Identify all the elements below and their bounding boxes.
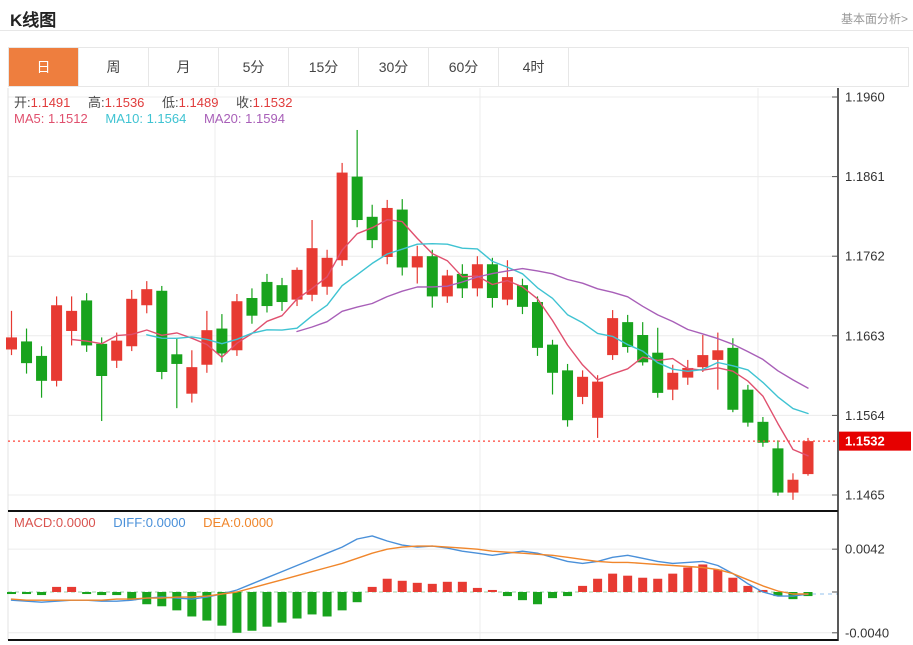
low-label: 低: (162, 95, 179, 110)
page-title: K线图 (10, 11, 57, 30)
close-label: 收: (236, 95, 253, 110)
macd-value: 0.0000 (55, 515, 96, 530)
dea-line (10, 545, 809, 601)
period-tabbar: 日周月 5分 15分 30分 60分 4时 (8, 47, 909, 87)
ma5-value: 1.1512 (47, 111, 88, 126)
open-label: 开: (14, 95, 31, 110)
tab-period-1[interactable]: 周 (79, 48, 149, 86)
svg-text:1.1960: 1.1960 (845, 90, 885, 105)
diff-label: DIFF: (113, 515, 146, 530)
svg-text:1.1663: 1.1663 (845, 328, 885, 343)
price-axis: 1.1960 1.1861 1.1762 1.1663 1.1564 1.1465 (832, 90, 885, 503)
tab-period-3[interactable]: 5分 (219, 48, 289, 86)
last-price-badge: 1.1532 (839, 431, 911, 451)
svg-text:1.1465: 1.1465 (845, 488, 885, 503)
macd-label: MACD: (14, 515, 56, 530)
open-value: 1.1491 (30, 95, 71, 110)
fundamental-analysis-link[interactable]: 基本面分析> (840, 12, 908, 26)
tab-period-6[interactable]: 60分 (429, 48, 499, 86)
ma10-label: MA10: (105, 111, 143, 126)
tab-period-4[interactable]: 15分 (289, 48, 359, 86)
svg-text:1.1762: 1.1762 (845, 249, 885, 264)
ma-line-ma5 (70, 218, 809, 457)
tab-period-0[interactable]: 日 (9, 48, 79, 86)
macd-histogram (7, 564, 813, 633)
ma20-label: MA20: (203, 111, 242, 126)
grid-lines (7, 88, 838, 640)
tab-period-5[interactable]: 30分 (359, 48, 429, 86)
ma10-value: 1.1564 (146, 111, 187, 126)
macd-axis: 0.0042 -0.0040 (832, 542, 889, 640)
ma20-value: 1.1594 (245, 111, 285, 126)
dea-label: DEA: (203, 515, 234, 530)
svg-text:0.0042: 0.0042 (845, 542, 885, 557)
header-divider (0, 30, 913, 31)
tab-period-7[interactable]: 4时 (499, 48, 569, 86)
tab-period-2[interactable]: 月 (149, 48, 219, 86)
ma5-label: MA5: (14, 111, 45, 126)
svg-text:1.1861: 1.1861 (845, 169, 885, 184)
ohlc-info-bar: 开:1.1491 高:1.1536 低:1.1489 收:1.1532 (14, 92, 292, 111)
dea-value: 0.0000 (233, 515, 274, 530)
close-value: 1.1532 (252, 95, 293, 110)
ma-line-ma10 (146, 242, 809, 415)
high-label: 高: (88, 95, 105, 110)
high-value: 1.1536 (104, 95, 145, 110)
candles (6, 129, 814, 500)
macd-info-bar: MACD:0.0000 DIFF:0.0000 DEA:0.0000 (14, 515, 273, 530)
svg-text:1.1564: 1.1564 (845, 408, 885, 423)
svg-text:1.1532: 1.1532 (845, 434, 885, 449)
ma-line-ma20 (296, 267, 809, 389)
svg-text:-0.0040: -0.0040 (845, 625, 889, 640)
ma-info-bar: MA5: 1.1512 MA10: 1.1564 MA20: 1.1594 (14, 111, 285, 126)
low-value: 1.1489 (178, 95, 219, 110)
diff-value: 0.0000 (145, 515, 186, 530)
